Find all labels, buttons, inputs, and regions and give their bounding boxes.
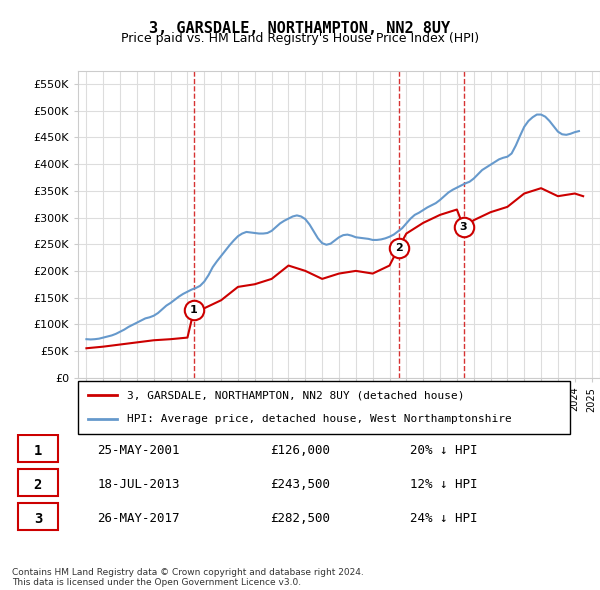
Text: 3: 3 (460, 222, 467, 232)
FancyBboxPatch shape (18, 435, 58, 462)
Text: £126,000: £126,000 (270, 444, 330, 457)
Text: Contains HM Land Registry data © Crown copyright and database right 2024.
This d: Contains HM Land Registry data © Crown c… (12, 568, 364, 587)
FancyBboxPatch shape (78, 381, 570, 434)
Text: 1: 1 (190, 306, 198, 316)
Text: £243,500: £243,500 (270, 478, 330, 491)
Text: 3, GARSDALE, NORTHAMPTON, NN2 8UY (detached house): 3, GARSDALE, NORTHAMPTON, NN2 8UY (detac… (127, 391, 465, 401)
Text: 18-JUL-2013: 18-JUL-2013 (97, 478, 180, 491)
Text: 20% ↓ HPI: 20% ↓ HPI (410, 444, 478, 457)
Text: £282,500: £282,500 (270, 512, 330, 525)
Text: 3: 3 (34, 512, 42, 526)
Text: 1: 1 (34, 444, 42, 458)
Text: Price paid vs. HM Land Registry's House Price Index (HPI): Price paid vs. HM Land Registry's House … (121, 32, 479, 45)
Text: 12% ↓ HPI: 12% ↓ HPI (410, 478, 478, 491)
Text: 2: 2 (395, 242, 403, 253)
Text: 26-MAY-2017: 26-MAY-2017 (97, 512, 180, 525)
Text: 2: 2 (34, 477, 42, 491)
Text: HPI: Average price, detached house, West Northamptonshire: HPI: Average price, detached house, West… (127, 414, 512, 424)
FancyBboxPatch shape (18, 469, 58, 496)
Text: 3, GARSDALE, NORTHAMPTON, NN2 8UY: 3, GARSDALE, NORTHAMPTON, NN2 8UY (149, 21, 451, 35)
Text: 25-MAY-2001: 25-MAY-2001 (97, 444, 180, 457)
Text: 24% ↓ HPI: 24% ↓ HPI (410, 512, 478, 525)
FancyBboxPatch shape (18, 503, 58, 530)
